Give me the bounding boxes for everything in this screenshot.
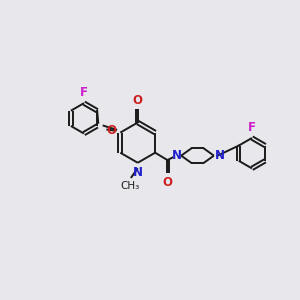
Text: N: N [214, 149, 224, 162]
Text: CH₃: CH₃ [120, 181, 139, 191]
Text: F: F [80, 86, 88, 100]
Text: N: N [133, 166, 143, 179]
Text: F: F [248, 121, 256, 134]
Text: O: O [162, 176, 172, 189]
Text: N: N [172, 149, 182, 162]
Text: O: O [107, 124, 117, 136]
Text: O: O [133, 94, 143, 106]
